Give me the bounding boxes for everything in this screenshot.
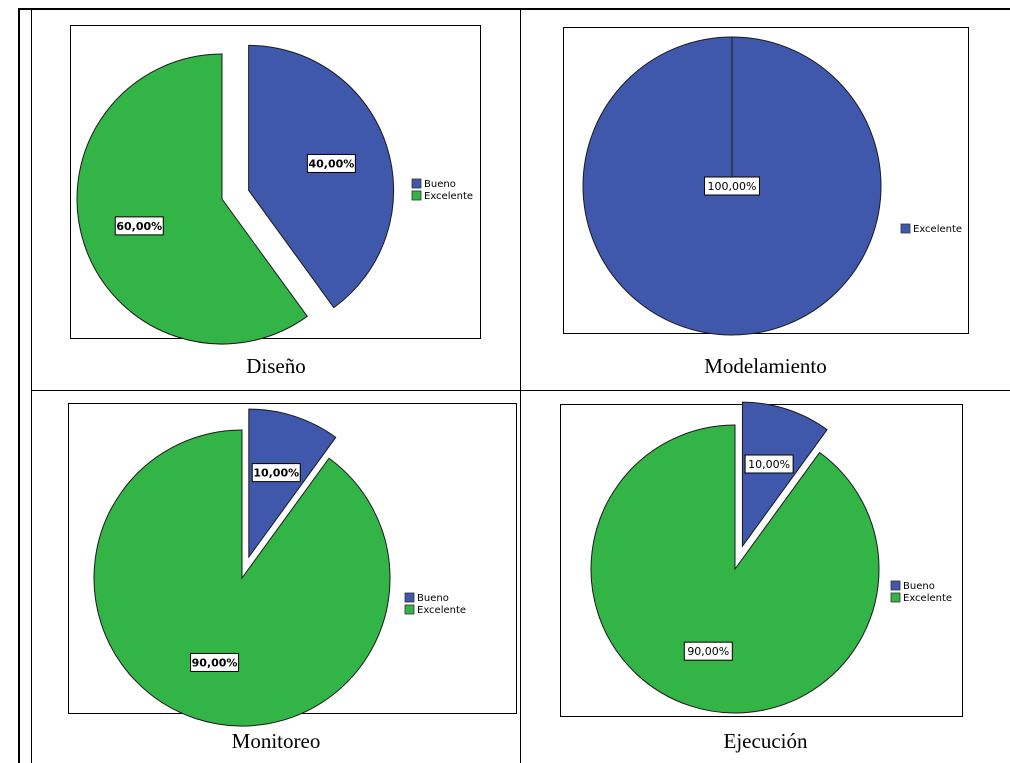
data-label: 60,00% xyxy=(114,216,164,236)
data-label-text: 60,00% xyxy=(116,220,162,233)
chart-caption: Monitoreo xyxy=(231,729,321,753)
legend-label-excelente: Excelente xyxy=(903,593,952,604)
legend-swatch-excelente xyxy=(404,604,415,615)
legend-label-excelente: Excelente xyxy=(417,605,466,616)
chart-frame-ejecucion: 10,00% 90,00% Bueno Excelente xyxy=(560,401,963,717)
cell-modelamiento: 100,00% Excelente Modelamiento xyxy=(521,9,1010,390)
table-border-left xyxy=(18,8,20,763)
data-label: 40,00% xyxy=(306,153,356,173)
data-label: 10,00% xyxy=(251,463,301,483)
legend-swatch-excelente xyxy=(890,592,901,603)
cell-monitoreo: 10,00% 90,00% Bueno Excelente Monitoreo xyxy=(32,391,520,763)
data-label-text: 100,00% xyxy=(708,180,757,193)
legend: Excelente xyxy=(900,223,962,235)
legend-label-excelente: Excelente xyxy=(424,191,473,202)
data-label-text: 10,00% xyxy=(748,458,790,471)
legend-label-bueno: Bueno xyxy=(903,581,935,592)
chart-caption: Ejecución xyxy=(723,729,808,753)
legend-label-excelente: Excelente xyxy=(913,224,962,235)
pie-slice-excelente xyxy=(76,53,308,345)
data-label-text: 90,00% xyxy=(192,656,238,669)
data-label: 10,00% xyxy=(744,454,794,474)
legend-swatch-bueno xyxy=(404,592,415,603)
pie-slice-excelente xyxy=(590,424,880,714)
table-border-top xyxy=(18,8,1010,10)
data-label: 100,00% xyxy=(704,176,760,196)
pie-slice-bueno xyxy=(248,44,395,309)
chart-frame-modelamiento: 100,00% Excelente xyxy=(563,27,969,336)
chart-frame-monitoreo: 10,00% 90,00% Bueno Excelente xyxy=(68,403,517,727)
data-label: 90,00% xyxy=(683,641,733,661)
legend-swatch-bueno xyxy=(411,178,422,189)
table-divider-vertical xyxy=(520,8,521,763)
data-label-text: 90,00% xyxy=(687,645,729,658)
pie-slice-bueno xyxy=(741,401,828,548)
data-label-box xyxy=(683,641,733,661)
chart-caption: Diseño xyxy=(246,354,306,378)
chart-caption: Modelamiento xyxy=(704,354,827,378)
data-label-text: 40,00% xyxy=(308,157,354,170)
pie-slice-excelente xyxy=(93,429,391,727)
data-label-box xyxy=(251,463,301,483)
legend-swatch-bueno xyxy=(890,580,901,591)
data-label-box xyxy=(190,652,240,672)
legend-label-bueno: Bueno xyxy=(424,179,456,190)
cell-ejecucion: 10,00% 90,00% Bueno Excelente Ejecución xyxy=(521,391,1010,763)
pie-chart-modelamiento: 100,00% Excelente xyxy=(582,36,962,336)
pie-slice-bueno xyxy=(248,408,337,559)
cell-diseno: 40,00% 60,00% Bueno Excelente Diseño xyxy=(32,9,520,390)
legend-swatch-excelente xyxy=(411,190,422,201)
table-border-left-inner xyxy=(31,8,32,763)
data-label-box xyxy=(744,454,794,474)
data-label-box xyxy=(114,216,164,236)
legend-swatch-excelente xyxy=(900,223,911,234)
chart-frame-diseno: 40,00% 60,00% Bueno Excelente xyxy=(70,25,481,345)
table-divider-horizontal xyxy=(31,390,1010,391)
data-label-text: 10,00% xyxy=(253,467,299,480)
data-label-box xyxy=(306,153,356,173)
data-label: 90,00% xyxy=(190,652,240,672)
legend-label-bueno: Bueno xyxy=(417,593,449,604)
data-label-box xyxy=(704,176,760,196)
